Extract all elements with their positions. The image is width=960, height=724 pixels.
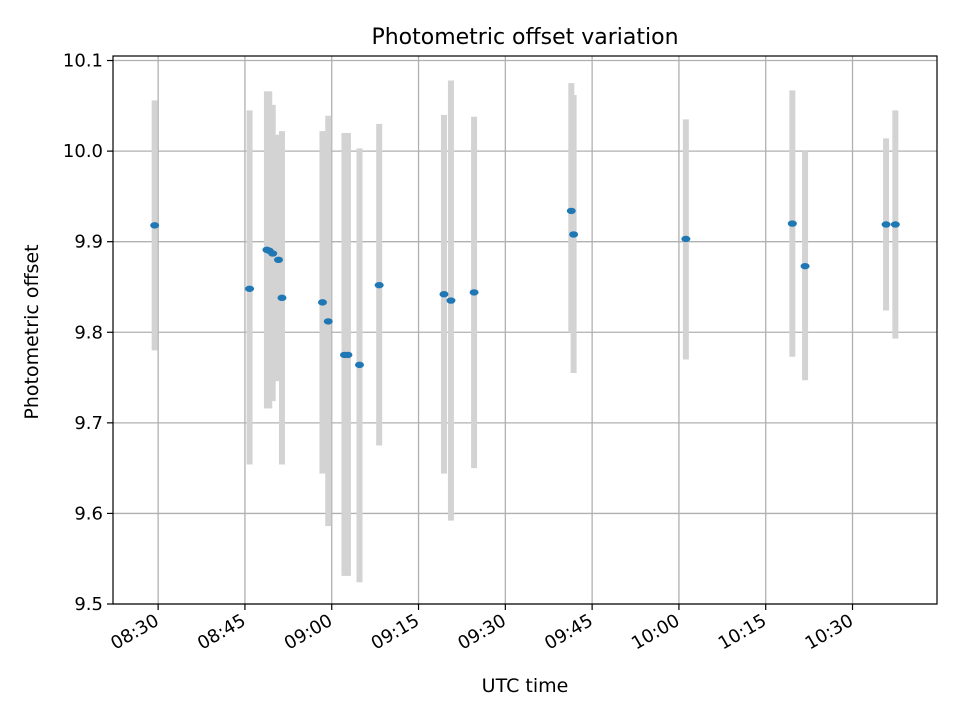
data-point xyxy=(800,262,810,270)
y-tick-label: 9.5 xyxy=(74,594,103,615)
x-axis-label: UTC time xyxy=(482,675,569,697)
y-tick-label: 10.1 xyxy=(63,51,103,72)
y-tick-label: 10.0 xyxy=(63,141,103,162)
y-tick-label: 9.9 xyxy=(74,232,103,253)
y-axis-label: Photometric offset xyxy=(21,244,43,419)
data-point xyxy=(343,351,353,359)
data-point xyxy=(323,318,333,325)
data-point xyxy=(374,281,384,289)
data-point xyxy=(277,294,287,302)
data-point xyxy=(446,297,456,304)
data-point xyxy=(787,220,797,227)
data-point xyxy=(569,231,579,238)
plot-frame xyxy=(112,55,938,605)
data-point xyxy=(881,221,891,228)
data-point xyxy=(268,250,278,257)
data-point xyxy=(273,256,283,264)
y-axis-ticks: 9.5 9.6 9.7 9.8 9.9 10.0 10.1 xyxy=(63,51,113,615)
data-points xyxy=(150,207,900,369)
data-point xyxy=(317,299,327,306)
data-point xyxy=(681,235,691,243)
chart-title: Photometric offset variation xyxy=(371,25,678,50)
y-tick-label: 9.6 xyxy=(74,503,103,524)
data-point xyxy=(469,289,479,296)
data-point xyxy=(245,285,255,292)
data-point xyxy=(150,222,160,229)
data-point xyxy=(566,207,576,215)
data-point xyxy=(890,221,900,228)
y-tick-label: 9.7 xyxy=(74,413,103,434)
data-point xyxy=(355,361,365,369)
y-tick-label: 9.8 xyxy=(74,322,103,343)
data-point xyxy=(439,291,449,298)
